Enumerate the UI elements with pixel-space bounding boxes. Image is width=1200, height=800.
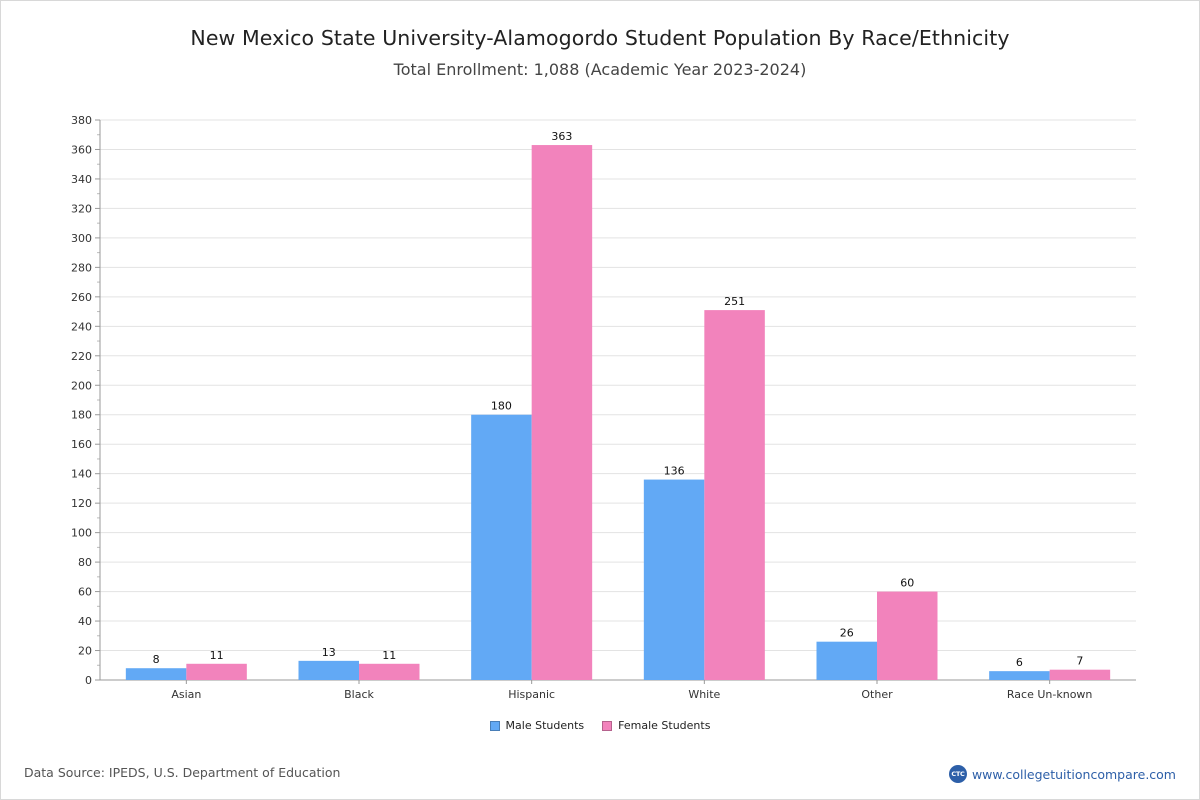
y-tick-label: 280 (71, 261, 92, 274)
data-label: 13 (322, 646, 336, 659)
bar (359, 663, 420, 680)
data-label: 136 (664, 465, 685, 478)
bar (816, 641, 877, 680)
bar (298, 660, 359, 680)
y-tick-label: 120 (71, 497, 92, 510)
chart-subtitle: Total Enrollment: 1,088 (Academic Year 2… (393, 60, 807, 79)
y-tick-label: 200 (71, 379, 92, 392)
y-tick-label: 100 (71, 527, 92, 540)
chart-title: New Mexico State University-Alamogordo S… (190, 26, 1010, 50)
legend-item-male[interactable]: Male Students (489, 719, 585, 732)
y-tick-label: 320 (71, 202, 92, 215)
data-label: 11 (210, 649, 224, 662)
data-label: 60 (900, 577, 914, 590)
legend-swatch-male (489, 720, 500, 731)
bar (989, 671, 1050, 680)
bar (877, 591, 938, 680)
x-tick-label: Black (344, 688, 374, 701)
x-tick-label: Asian (171, 688, 201, 701)
y-tick-label: 160 (71, 438, 92, 451)
data-label: 180 (491, 400, 512, 413)
data-label: 7 (1076, 655, 1083, 668)
bar (186, 663, 247, 680)
data-source: Data Source: IPEDS, U.S. Department of E… (24, 765, 341, 780)
y-tick-label: 180 (71, 409, 92, 422)
y-tick-label: 20 (78, 645, 92, 658)
legend-swatch-female (602, 720, 613, 731)
data-label: 11 (382, 649, 396, 662)
bar (125, 668, 187, 680)
x-tick-label: Race Un-known (1007, 688, 1093, 701)
data-label: 251 (724, 295, 745, 308)
y-tick-label: 80 (78, 556, 92, 569)
y-tick-label: 300 (71, 232, 92, 245)
y-tick-label: 360 (71, 143, 92, 156)
y-tick-label: 40 (78, 615, 92, 628)
bar (471, 414, 532, 680)
bar (1049, 669, 1111, 680)
plot-area (100, 120, 1136, 680)
legend: Male Students Female Students (0, 719, 1200, 732)
x-tick-label: White (688, 688, 720, 701)
legend-label-male: Male Students (505, 719, 585, 732)
y-tick-label: 380 (71, 114, 92, 127)
brand-logo-icon: CTC (948, 765, 967, 783)
y-tick-label: 220 (71, 350, 92, 363)
data-label: 6 (1016, 656, 1023, 669)
brand-link[interactable]: CTC www.collegetuitioncompare.com (948, 765, 1176, 783)
y-tick-label: 60 (78, 586, 92, 599)
y-tick-label: 0 (85, 674, 92, 687)
data-label: 363 (551, 130, 572, 143)
data-label: 8 (153, 653, 160, 666)
legend-item-female[interactable]: Female Students (602, 719, 710, 732)
data-label: 26 (840, 627, 854, 640)
bar (643, 479, 705, 680)
y-tick-label: 240 (71, 320, 92, 333)
x-tick-label: Hispanic (508, 688, 555, 701)
y-tick-label: 260 (71, 291, 92, 304)
bar (704, 310, 765, 680)
bar (531, 145, 593, 681)
y-tick-label: 340 (71, 173, 92, 186)
brand-url: www.collegetuitioncompare.com (971, 766, 1176, 782)
y-tick-label: 140 (71, 468, 92, 481)
x-tick-label: Other (861, 688, 893, 701)
legend-label-female: Female Students (618, 719, 711, 732)
